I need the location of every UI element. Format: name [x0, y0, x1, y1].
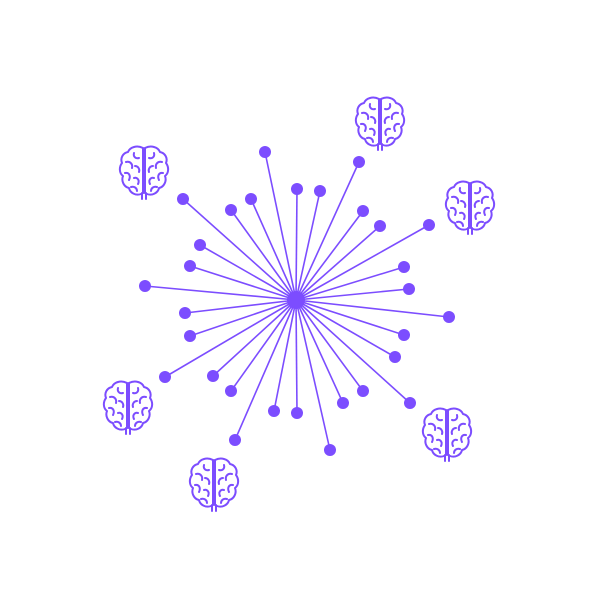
ray-line — [212, 299, 297, 377]
ray-node — [389, 351, 401, 363]
ray-line — [250, 198, 297, 301]
rays — [139, 146, 455, 456]
ray-line — [295, 299, 344, 404]
ray-node — [159, 371, 171, 383]
ray-node — [177, 193, 189, 205]
ray-node — [403, 283, 415, 295]
ray-line — [264, 151, 297, 301]
ray-line — [295, 161, 360, 301]
ray-node — [225, 204, 237, 216]
ray-line — [295, 210, 364, 301]
ray-line — [144, 285, 297, 301]
ray-node — [139, 280, 151, 292]
ray-node — [229, 434, 241, 446]
ray-line — [295, 190, 321, 301]
ray-line — [295, 225, 381, 301]
ray-line — [295, 224, 430, 301]
ray-line — [295, 299, 364, 392]
ray-line — [234, 299, 297, 441]
ray-line — [230, 299, 297, 392]
brain-icon — [101, 377, 155, 437]
ray-line — [295, 299, 298, 414]
ray-line — [182, 198, 297, 301]
ray-node — [398, 329, 410, 341]
ray-line — [295, 288, 410, 301]
ray-node — [314, 185, 326, 197]
ray-node — [398, 261, 410, 273]
ray-node — [245, 193, 257, 205]
ray-line — [295, 299, 331, 451]
ray-node — [404, 397, 416, 409]
ray-line — [295, 299, 396, 358]
ray-node — [291, 407, 303, 419]
ray-node — [423, 219, 435, 231]
ray-node — [225, 385, 237, 397]
brain-icon — [117, 142, 171, 202]
ray-node — [179, 307, 191, 319]
ray-line — [164, 299, 297, 378]
ray-line — [199, 244, 297, 301]
ray-node — [268, 405, 280, 417]
ray-line — [189, 299, 297, 337]
ray-node — [259, 146, 271, 158]
ray-node — [374, 220, 386, 232]
ray-node — [353, 156, 365, 168]
ray-node — [337, 397, 349, 409]
ray-node — [357, 205, 369, 217]
ray-line — [189, 265, 297, 301]
ray-line — [295, 266, 405, 301]
ray-node — [207, 370, 219, 382]
ray-node — [324, 444, 336, 456]
ray-node — [184, 260, 196, 272]
brain-icon — [443, 177, 497, 237]
ray-line — [295, 299, 411, 404]
brain-icon — [420, 404, 474, 464]
ray-line — [184, 299, 297, 314]
ray-node — [194, 239, 206, 251]
ray-node — [443, 311, 455, 323]
ray-node — [357, 385, 369, 397]
ray-node — [184, 330, 196, 342]
brain-icon — [187, 454, 241, 514]
ray-line — [230, 209, 297, 301]
ray-line — [295, 299, 405, 336]
ray-line — [295, 299, 450, 318]
brain-icon — [353, 93, 407, 153]
ray-line — [295, 188, 298, 301]
ray-line — [273, 299, 297, 412]
ray-node — [291, 183, 303, 195]
hub-node — [287, 291, 305, 309]
